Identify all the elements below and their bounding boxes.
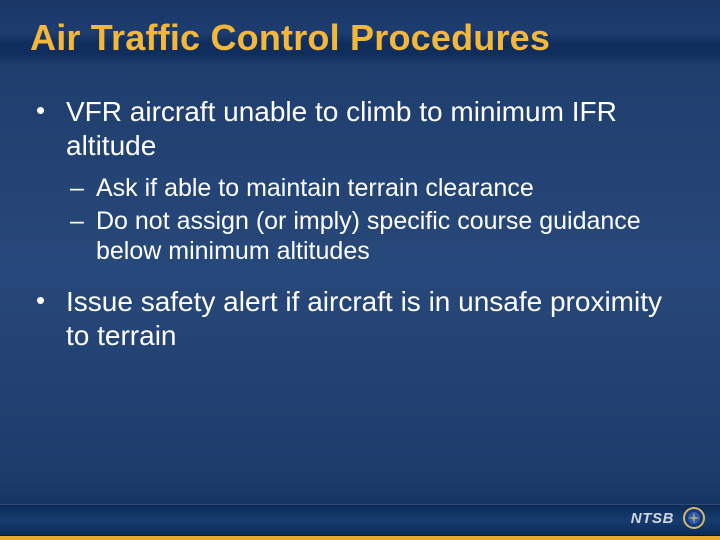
bullet-text: VFR aircraft unable to climb to minimum … (66, 96, 617, 161)
sub-bullet-text: Do not assign (or imply) specific course… (96, 207, 641, 266)
sub-bullet-item: Ask if able to maintain terrain clearanc… (66, 173, 680, 204)
sub-bullet-list: Ask if able to maintain terrain clearanc… (66, 173, 680, 267)
sub-bullet-text: Ask if able to maintain terrain clearanc… (96, 174, 534, 202)
footer-logos: NTSB (631, 506, 706, 530)
bullet-text: Issue safety alert if aircraft is in uns… (66, 286, 662, 351)
slide-body: VFR aircraft unable to climb to minimum … (30, 95, 680, 371)
bullet-list: VFR aircraft unable to climb to minimum … (30, 95, 680, 353)
slide: Air Traffic Control Procedures VFR aircr… (0, 0, 720, 540)
agency-seal-icon (682, 506, 706, 530)
footer-bar (0, 504, 720, 536)
bullet-item: Issue safety alert if aircraft is in uns… (30, 285, 680, 353)
bullet-item: VFR aircraft unable to climb to minimum … (30, 95, 680, 267)
footer-accent (0, 536, 720, 540)
slide-title: Air Traffic Control Procedures (30, 18, 690, 58)
agency-label: NTSB (631, 510, 674, 527)
sub-bullet-item: Do not assign (or imply) specific course… (66, 206, 680, 267)
